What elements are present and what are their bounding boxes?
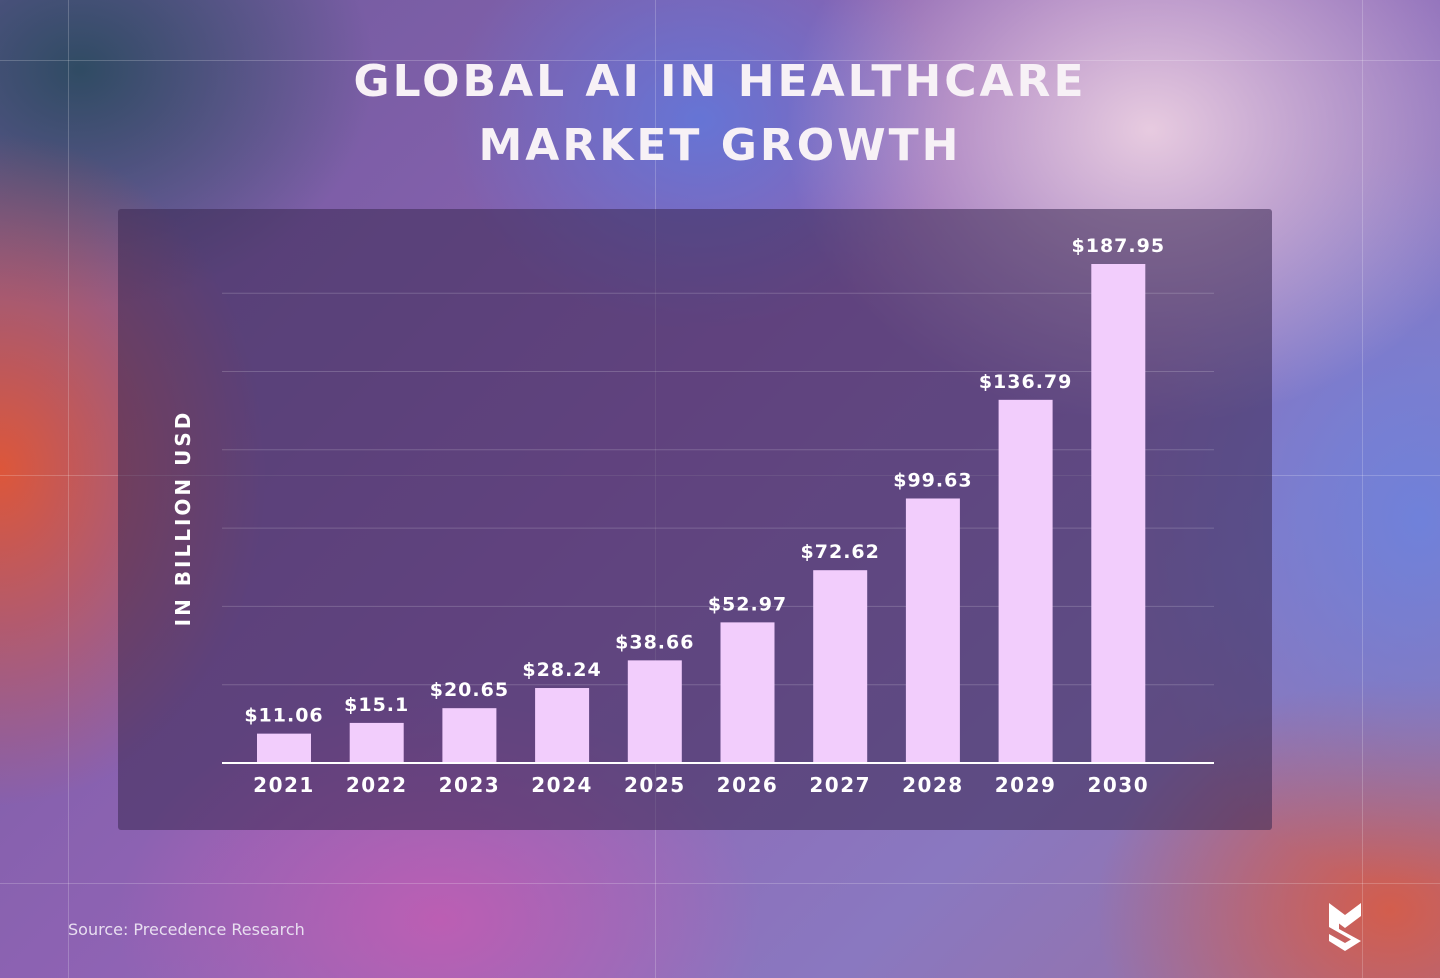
bar-2023 — [442, 708, 497, 763]
bar-2028 — [905, 498, 960, 763]
chart-panel — [118, 209, 1272, 830]
source-note: Source: Precedence Research — [68, 920, 305, 939]
bar-2027 — [813, 570, 868, 763]
y-axis-label: IN BILLION USD — [171, 409, 195, 627]
data-label-2024: $28.24 — [522, 659, 601, 681]
bar-2026 — [720, 622, 775, 763]
background-grid-line — [0, 60, 1440, 61]
x-tick-label-2027: 2027 — [809, 773, 871, 797]
data-label-2029: $136.79 — [979, 371, 1073, 393]
x-tick-label-2023: 2023 — [439, 773, 501, 797]
bar-2024 — [535, 688, 590, 763]
x-tick-label-2025: 2025 — [624, 773, 686, 797]
x-tick-label-2024: 2024 — [531, 773, 593, 797]
brand-logo-icon — [1329, 903, 1361, 951]
data-label-2023: $20.65 — [430, 679, 509, 701]
data-label-2022: $15.1 — [344, 694, 409, 716]
bar-2021 — [257, 733, 311, 763]
background-grid-line — [1362, 0, 1363, 978]
data-label-2026: $52.97 — [708, 593, 787, 615]
x-tick-label-2026: 2026 — [717, 773, 779, 797]
bar-2022 — [349, 722, 404, 763]
x-tick-label-2028: 2028 — [902, 773, 964, 797]
chart-title: GLOBAL AI IN HEALTHCARE MARKET GROWTH — [0, 50, 1440, 178]
background-grid-line — [0, 883, 1440, 884]
x-tick-label-2021: 2021 — [253, 773, 315, 797]
x-tick-label-2029: 2029 — [995, 773, 1057, 797]
x-tick-label-2022: 2022 — [346, 773, 408, 797]
x-tick-label-2030: 2030 — [1087, 773, 1149, 797]
data-label-2027: $72.62 — [801, 541, 880, 563]
background-grid-line — [68, 0, 69, 978]
data-label-2025: $38.66 — [615, 631, 694, 653]
data-label-2030: $187.95 — [1072, 235, 1166, 257]
data-label-2028: $99.63 — [893, 469, 972, 491]
bar-2030 — [1091, 264, 1146, 763]
bar-2025 — [627, 660, 682, 763]
data-label-2021: $11.06 — [244, 705, 323, 727]
chart-title-line-2: MARKET GROWTH — [478, 120, 962, 171]
bar-2029 — [998, 399, 1053, 763]
chart-title-line-1: GLOBAL AI IN HEALTHCARE — [353, 56, 1087, 107]
